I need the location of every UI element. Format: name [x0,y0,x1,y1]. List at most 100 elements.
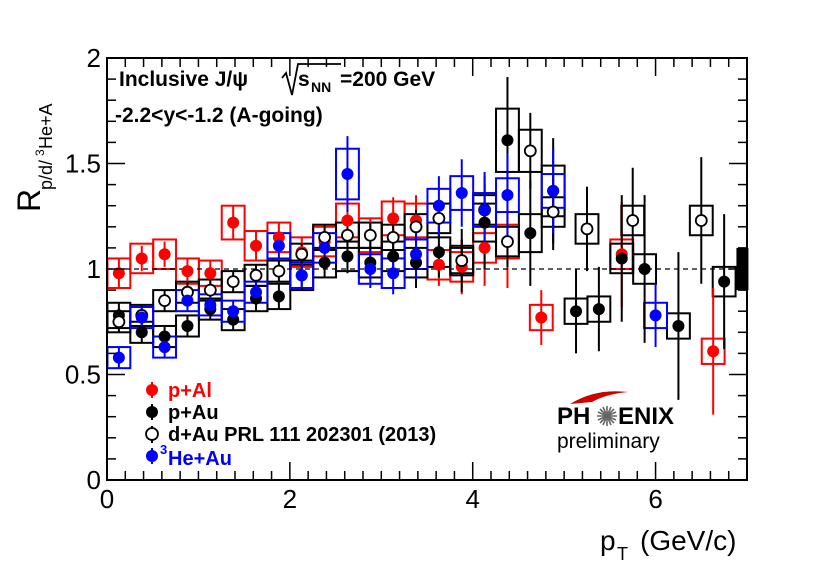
annotation-sqrt-s: s [298,68,310,91]
point-s2-p11 [363,228,377,242]
x-tick-label: 4 [465,484,479,514]
legend-entry-pau: p+Au [146,402,219,424]
point-s2-p12 [386,230,400,244]
point-s2-p0 [112,315,126,329]
point-s1-p9 [318,256,331,269]
point-s2-p14 [432,211,446,225]
point-s3-p19 [649,309,662,322]
legend-pal-label: p+Al [168,380,212,402]
point-s2-p22 [694,214,708,227]
y-axis-title-sup: 3 [33,149,47,156]
point-s1-p20 [570,305,583,318]
phenix-logo-enix: ENIX [618,403,674,430]
point-s1-p24 [672,319,685,332]
point-s1-p14 [432,246,445,259]
legend-heau-label: He+Au [168,448,232,470]
y-axis-title-r: R [11,189,47,212]
point-s3-p10 [341,168,354,181]
point-s2-p5 [226,275,240,289]
x-tick-label: 6 [648,484,662,514]
point-s2-p2 [158,294,172,308]
point-s1-p21 [592,303,605,316]
annotation-line2: -2.2<y<-1.2 (A-going) [115,104,323,127]
point-s2-p17 [501,235,514,248]
y-tick-label: 1 [87,254,101,284]
y-tick-label: 1.5 [65,149,101,179]
point-s3-p17 [501,189,514,202]
legend-pau-label: p+Au [168,402,219,424]
point-s0-p18 [535,311,548,324]
legend-entry-pal: p+Al [146,380,212,402]
point-s3-p16 [478,203,491,216]
point-s3-p8 [295,269,308,282]
data-points [112,134,731,364]
point-s2-p9 [318,230,332,244]
legend-pau-marker [146,406,158,418]
point-s3-p4 [204,298,217,311]
legend-entry-dau: d+Au PRL 111 202301 (2013) [145,424,436,446]
point-s2-p13 [409,220,423,234]
point-s2-p6 [249,268,263,282]
legend-dau-label: d+Au PRL 111 202301 (2013) [168,424,436,446]
point-s0-p6 [250,239,263,252]
point-s3-p9 [318,241,331,254]
point-s3-p11 [364,263,377,275]
point-s0-p16 [478,241,491,254]
point-s1-p1 [135,326,148,339]
point-s3-p3 [181,294,194,307]
legend-pal-marker [146,384,158,396]
y-tick-label: 0 [87,465,101,495]
legend-heau-marker [146,450,158,462]
x-axis-title-sub: T [617,544,628,564]
x-tick-label: 0 [100,484,114,514]
point-s3-p5 [227,305,240,318]
phenix-logo-preliminary: preliminary [557,430,660,453]
point-s0-p2 [158,248,171,261]
annotation-line1: Inclusive J/ψ [119,68,248,91]
point-s0-p14 [432,258,445,271]
point-s0-p12 [387,212,400,225]
point-s2-p18 [523,144,537,158]
phenix-logo-ph: PH [557,403,590,430]
point-s0-p5 [227,216,240,229]
point-s3-p14 [432,199,445,212]
point-s2-p10 [341,228,354,242]
point-s1-p22 [615,252,628,265]
point-s0-p20 [707,345,720,358]
legend-heau-sup: 3 [160,442,167,457]
point-s2-p15 [455,254,469,267]
point-s3-p0 [112,351,125,364]
point-s2-p8 [295,247,309,261]
phenix-logo-star [597,406,617,426]
point-s0-p1 [135,252,148,265]
point-s3-p1 [135,311,148,324]
point-s2-p7 [272,264,286,278]
point-s2-p19 [546,205,560,219]
point-s1-p25 [718,275,731,288]
point-s1-p2 [158,330,171,343]
point-s1-p3 [181,319,194,332]
sqrt-sign [281,63,341,96]
point-s3-p2 [158,341,171,354]
point-s3-p7 [272,239,285,252]
point-s1-p16 [478,216,491,229]
y-axis-title-sub2: He+A [36,103,56,149]
point-s2-p21 [626,214,640,227]
point-s3-p18 [547,184,560,197]
point-s0-p10 [341,214,354,227]
x-axis-title-rest: (GeV/c) [640,525,736,556]
y-axis-title: R p/d/ 3 He+A [11,103,56,212]
axes: 0 2 4 6 0 0.5 1 1.5 2 [65,43,748,514]
annotation-energy: =200 GeV [340,68,435,91]
x-tick-label: 2 [283,484,297,514]
legend-dau-marker [145,427,159,441]
point-s1-p10 [341,250,354,263]
point-s0-p4 [204,267,217,280]
legend-entry-heau: 3 He+Au [146,442,232,470]
point-s0-p0 [112,267,125,280]
point-s1-p23 [638,263,651,275]
point-s1-p17 [501,134,514,147]
point-s1-p12 [387,250,400,263]
phenix-logo: PH ENIX preliminary [557,391,674,453]
